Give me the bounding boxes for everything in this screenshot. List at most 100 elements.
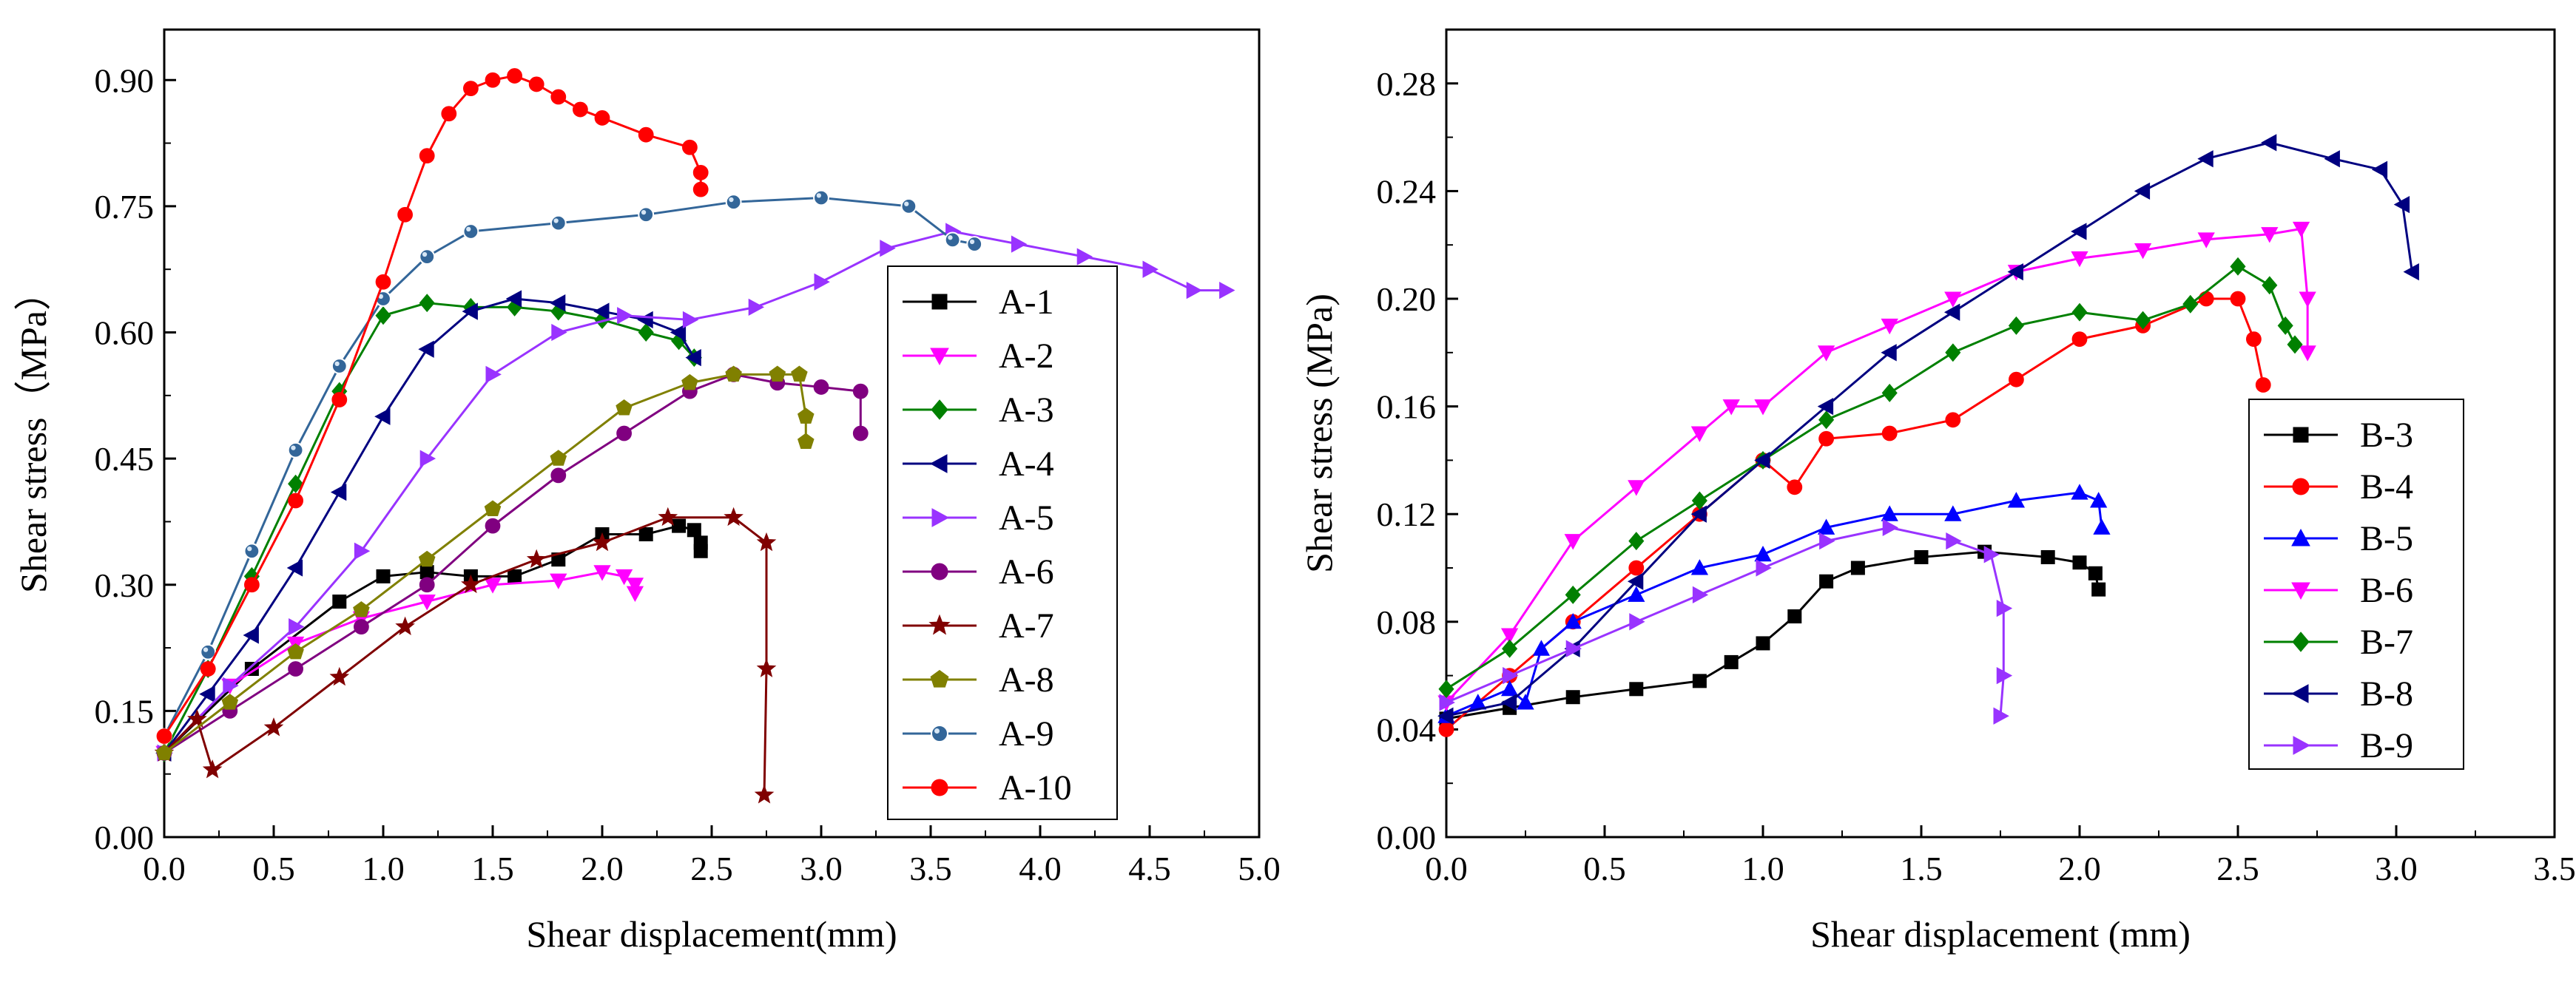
x-tick-label: 4.5 <box>1128 850 1171 887</box>
data-point-B-9 <box>1503 666 1519 685</box>
data-point-A-4 <box>374 407 391 425</box>
legend-label-B-9: B-9 <box>2360 726 2413 765</box>
x-tick-label: 2.0 <box>581 850 624 887</box>
legend-marker-B-3 <box>2293 427 2309 443</box>
y-tick-label: 0.45 <box>95 440 155 478</box>
y-tick-label: 0.16 <box>1377 388 1437 426</box>
data-point-A-10 <box>288 492 304 509</box>
legend-label-B-3: B-3 <box>2360 416 2413 455</box>
data-point-B-6 <box>1754 399 1772 416</box>
legend-label-A-8: A-8 <box>999 660 1054 700</box>
data-point-A-9-highlight <box>641 209 647 215</box>
data-point-B-3 <box>1819 574 1834 589</box>
series-B-4 <box>1438 291 2271 737</box>
data-point-B-4 <box>2230 291 2246 307</box>
data-point-B-6 <box>1881 318 1898 335</box>
data-point-B-6 <box>1690 426 1709 442</box>
data-point-A-10 <box>441 106 457 122</box>
data-point-A-9-highlight <box>553 218 559 223</box>
data-point-B-7 <box>2230 257 2246 276</box>
data-point-B-5 <box>1532 640 1551 656</box>
y-tick-label: 0.24 <box>1377 172 1437 210</box>
data-point-A-8 <box>221 694 239 710</box>
data-point-B-4 <box>1438 722 1454 737</box>
data-point-B-8 <box>2403 263 2419 281</box>
data-point-A-4 <box>199 685 215 703</box>
series-A-2 <box>155 565 644 762</box>
legend-marker-B-6 <box>2291 582 2310 600</box>
y-tick-label: 0.15 <box>95 692 155 730</box>
data-point-A-10 <box>594 110 610 126</box>
data-point-A-9-highlight <box>422 251 428 257</box>
data-point-A-4 <box>637 311 653 329</box>
x-tick-label: 1.0 <box>1742 850 1784 887</box>
x-tick-label: 1.0 <box>362 850 405 887</box>
data-point-B-5 <box>1881 505 1898 521</box>
legend-marker-B-9 <box>2293 736 2311 755</box>
series-line-A-3 <box>163 302 695 754</box>
data-point-A-6 <box>485 518 501 534</box>
data-point-A-5 <box>551 323 567 342</box>
data-point-A-9-highlight <box>247 546 252 552</box>
data-point-B-6 <box>1564 534 1582 550</box>
data-point-A-5 <box>814 273 830 291</box>
data-point-B-5 <box>1517 694 1534 710</box>
series-B-8 <box>1437 134 2419 725</box>
data-point-B-7 <box>2008 316 2024 335</box>
data-point-B-6 <box>2197 232 2215 248</box>
data-point-A-5 <box>682 311 699 329</box>
data-point-A-3 <box>375 306 391 325</box>
data-point-B-3 <box>2072 555 2087 570</box>
data-point-A-4 <box>593 302 610 320</box>
legend-label-A-1: A-1 <box>999 282 1054 322</box>
data-point-B-3 <box>1692 674 1707 688</box>
data-point-B-9 <box>1819 532 1835 550</box>
data-point-B-6 <box>2299 345 2316 362</box>
data-point-B-8 <box>2393 195 2410 214</box>
legend-marker-A-4 <box>929 454 948 473</box>
data-point-A-4 <box>418 340 434 358</box>
data-point-A-6 <box>288 661 304 677</box>
data-point-B-6 <box>1944 291 1962 308</box>
data-point-A-9-highlight <box>729 197 734 203</box>
series-line-B-4 <box>1446 297 2265 731</box>
data-point-A-6 <box>852 425 869 441</box>
data-point-A-1 <box>672 518 687 533</box>
legend-label-A-4: A-4 <box>999 444 1054 484</box>
data-point-A-7 <box>329 666 350 686</box>
data-point-A-10 <box>419 148 435 164</box>
data-point-A-8 <box>769 365 786 382</box>
legend-label-A-7: A-7 <box>999 606 1054 646</box>
x-tick-label: 0.0 <box>1425 850 1468 887</box>
data-point-A-4 <box>670 323 687 342</box>
data-point-A-2 <box>484 578 502 594</box>
panel-b: 0.0 0.5 1.0 1.5 2.0 2.5 3.0 3.5 0.00 0.04 0.08 0.12… <box>1298 28 2576 955</box>
data-point-A-4 <box>243 626 259 644</box>
series-line-B-3 <box>1446 550 2100 720</box>
data-point-A-5 <box>1011 235 1028 253</box>
legend-marker-B-8 <box>2290 684 2309 703</box>
legend-marker-A-2 <box>930 348 949 366</box>
x-tick-label: 2.0 <box>2058 850 2101 887</box>
data-point-A-1 <box>508 569 522 583</box>
legend-marker-B-5 <box>2291 528 2310 546</box>
legend-marker-A-3 <box>931 399 948 420</box>
legend-marker-A-9-highlight <box>934 728 940 734</box>
data-point-A-10 <box>550 89 567 105</box>
data-point-A-9 <box>419 248 436 265</box>
data-point-B-8 <box>2324 150 2340 168</box>
data-point-A-8 <box>681 373 698 390</box>
legend-box <box>887 265 1118 820</box>
x-tick-label: 3.5 <box>2533 850 2576 887</box>
data-point-A-6 <box>550 467 567 484</box>
data-point-B-5 <box>1754 545 1772 562</box>
data-point-B-7 <box>2071 302 2088 322</box>
series-B-7 <box>1438 257 2303 699</box>
data-point-A-10 <box>638 126 654 143</box>
series-B-5 <box>1437 484 2111 723</box>
x-tick-label: 3.0 <box>800 850 843 887</box>
data-point-B-6 <box>2134 243 2152 260</box>
data-point-A-6 <box>354 619 369 635</box>
data-point-A-5 <box>748 298 765 317</box>
x-tick-label: 3.5 <box>909 850 952 887</box>
